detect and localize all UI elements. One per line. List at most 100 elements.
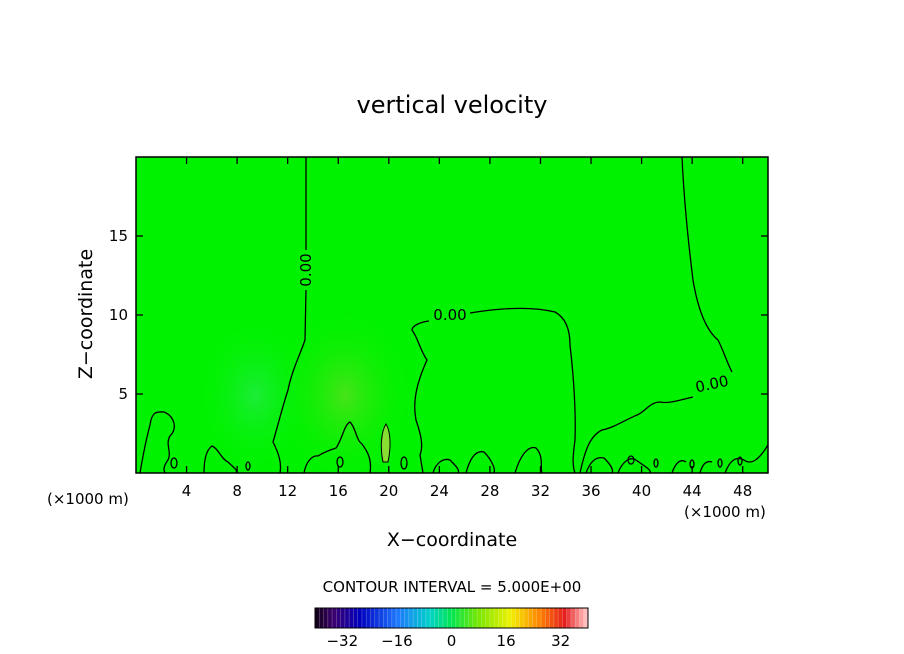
x-tick-label: 36 xyxy=(581,482,600,500)
colorbar-swatch xyxy=(378,608,384,628)
colorbar-swatch xyxy=(413,608,418,628)
colorbar-swatch xyxy=(387,608,393,628)
colorbar-swatch xyxy=(455,608,461,628)
colorbar-swatch xyxy=(425,608,431,628)
colorbar-swatch xyxy=(575,608,580,628)
colorbar-swatch xyxy=(502,608,508,628)
colorbar-swatch xyxy=(519,608,525,628)
zero-contours xyxy=(139,157,768,473)
colorbar-swatch xyxy=(357,608,363,628)
colorbar xyxy=(314,608,589,628)
colorbar-swatch xyxy=(498,608,504,628)
colorbar-swatch xyxy=(421,608,427,628)
x-tick-label: 20 xyxy=(379,482,398,500)
y-axis-ticks: 5 10 15 xyxy=(109,227,768,403)
colorbar-swatch xyxy=(579,608,585,628)
colorbar-swatch xyxy=(447,608,452,628)
contour-small-left-1 xyxy=(139,411,175,473)
colorbar-swatch xyxy=(485,608,491,628)
colorbar-swatch xyxy=(583,608,589,628)
colorbar-swatch xyxy=(319,608,325,628)
colorbar-swatch xyxy=(558,608,563,628)
contour-blob-9 xyxy=(737,456,743,466)
colorbar-swatch xyxy=(528,608,534,628)
colorbar-swatch xyxy=(336,608,342,628)
colorbar-swatch xyxy=(489,608,495,628)
contour-interval: CONTOUR INTERVAL = 5.000E+00 xyxy=(323,578,582,596)
contour-small-right-1 xyxy=(585,456,651,473)
colorbar-swatch xyxy=(566,608,572,628)
colorbar-swatch xyxy=(515,608,521,628)
colorbar-tick-label: −16 xyxy=(381,632,413,650)
contour-blob-6 xyxy=(653,458,659,468)
colorbar-swatch xyxy=(570,608,576,628)
contour-label-middle: 0.00 xyxy=(433,306,466,324)
colorbar-swatch xyxy=(460,608,465,628)
x-tick-label: 16 xyxy=(329,482,348,500)
contour-small-right-2 xyxy=(671,444,768,473)
colorbar-swatch xyxy=(396,608,401,628)
colorbar-swatch xyxy=(545,608,551,628)
x-tick-label: 40 xyxy=(632,482,651,500)
colorbar-swatch xyxy=(468,608,474,628)
x-unit-right: (×1000 m) xyxy=(684,503,766,521)
y-axis-label: Z−coordinate xyxy=(75,249,97,379)
colorbar-swatch xyxy=(408,608,414,628)
contour-blob-1 xyxy=(170,457,178,469)
colorbar-swatch xyxy=(404,608,410,628)
contour-positive-core xyxy=(380,423,391,463)
x-axis-label: X−coordinate xyxy=(387,529,517,551)
colorbar-swatch xyxy=(506,608,512,628)
x-tick-label: 24 xyxy=(430,482,449,500)
field-shade-positive xyxy=(275,305,415,473)
colorbar-swatch xyxy=(332,608,337,628)
contour-small-left-2 xyxy=(203,445,238,473)
colorbar-ticks: −32 −16 0 16 32 xyxy=(326,632,570,650)
contour-label-left: 0.00 xyxy=(297,253,315,286)
contour-zero-left xyxy=(272,157,307,473)
colorbar-swatch xyxy=(370,608,376,628)
colorbar-tick-label: −32 xyxy=(326,632,358,650)
contour-zero-right xyxy=(579,157,733,473)
x-tick-label: 8 xyxy=(232,482,242,500)
contour-blob-4 xyxy=(400,456,408,470)
colorbar-swatch xyxy=(361,608,367,628)
colorbar-swatch xyxy=(562,608,568,628)
x-tick-label: 4 xyxy=(182,482,192,500)
contour-blob-2 xyxy=(245,461,251,471)
colorbar-swatch xyxy=(553,608,559,628)
colorbar-swatch xyxy=(374,608,380,628)
colorbar-swatch xyxy=(434,608,440,628)
plot-area: 0.00 0.00 0.00 xyxy=(136,157,768,473)
colorbar-swatch xyxy=(464,608,470,628)
x-tick-label: 12 xyxy=(278,482,297,500)
colorbar-swatch xyxy=(353,608,359,628)
x-tick-label: 44 xyxy=(683,482,702,500)
x-tick-label: 28 xyxy=(480,482,499,500)
colorbar-tick-label: 16 xyxy=(497,632,516,650)
colorbar-swatch xyxy=(391,608,397,628)
colorbar-swatch xyxy=(472,608,478,628)
colorbar-frame xyxy=(314,607,589,629)
colorbar-swatch xyxy=(549,608,555,628)
colorbar-swatch xyxy=(438,608,444,628)
colorbar-swatch xyxy=(340,608,346,628)
colorbar-swatch xyxy=(400,608,406,628)
colorbar-swatch xyxy=(532,608,538,628)
x-tick-label: 32 xyxy=(531,482,550,500)
colorbar-swatch xyxy=(451,608,457,628)
x-axis-ticks: 4 8 12 16 20 24 28 32 36 40 44 48 xyxy=(182,157,752,500)
colorbar-tick-label: 32 xyxy=(551,632,570,650)
colorbar-swatch xyxy=(315,608,320,628)
contour-small-mid-1 xyxy=(303,421,372,473)
colorbar-swatch xyxy=(524,608,529,628)
y-tick-label: 10 xyxy=(109,306,128,324)
colorbar-swatch xyxy=(442,608,448,628)
colorbar-swatch xyxy=(417,608,423,628)
contour-blob-8 xyxy=(717,458,723,468)
contour-blob-5 xyxy=(627,455,635,465)
colorbar-swatch xyxy=(327,608,333,628)
colorbar-swatch xyxy=(430,608,435,628)
contour-small-mid-2 xyxy=(432,446,543,473)
